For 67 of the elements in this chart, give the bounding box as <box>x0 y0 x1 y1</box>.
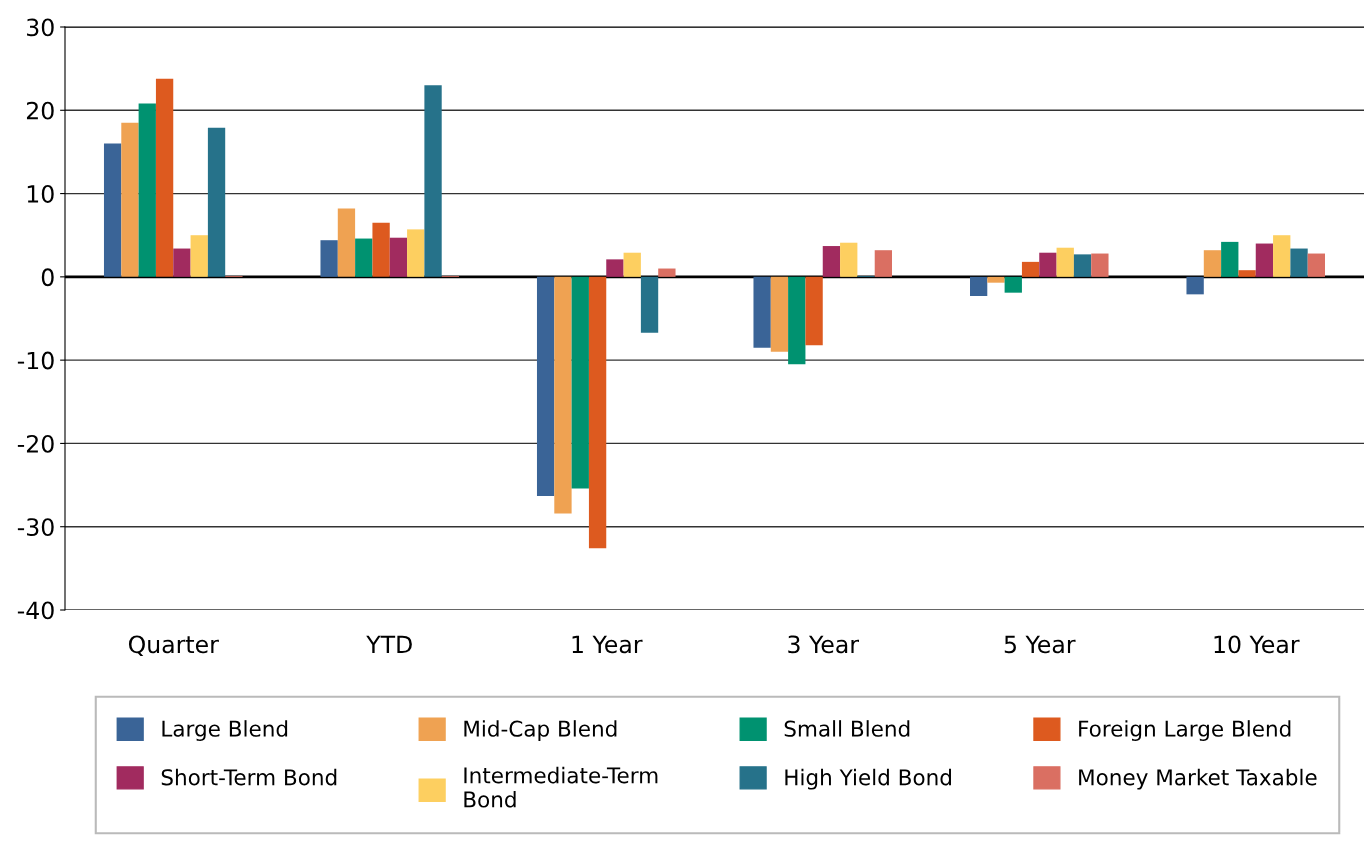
x-tick-label: 5 Year <box>1004 635 1076 654</box>
y-tick-label: 10 <box>27 185 54 203</box>
bar <box>1056 247 1074 277</box>
x-tick-label: 1 Year <box>572 635 643 654</box>
y-tick-label: -40 <box>17 601 54 620</box>
legend-label: Foreign Large Blend <box>1079 720 1291 741</box>
bar <box>1039 252 1057 277</box>
y-tick-label: -30 <box>17 518 54 537</box>
x-tick-label: YTD <box>366 635 412 653</box>
bar <box>571 276 589 489</box>
x-tick-label: Quarter <box>128 635 219 656</box>
bar <box>337 208 356 277</box>
bar <box>355 238 373 277</box>
bar <box>103 143 122 277</box>
bar <box>987 276 1005 283</box>
legend-label: Mid-Cap Blend <box>464 720 617 741</box>
bar <box>1255 243 1274 277</box>
bar <box>874 250 893 277</box>
bar <box>788 276 806 365</box>
legend-label: High Yield Bond <box>785 768 951 790</box>
bar <box>822 246 841 277</box>
legend-label: Intermediate-Term Bond <box>464 766 658 808</box>
bar <box>1273 235 1291 277</box>
bar <box>155 78 174 277</box>
legend-label: Small Blend <box>784 720 910 737</box>
bar <box>372 222 390 277</box>
bar <box>753 276 771 348</box>
y-tick-label: 0 <box>41 268 54 287</box>
bar <box>1091 253 1109 277</box>
bar <box>407 229 425 277</box>
y-tick-label: -20 <box>17 434 54 453</box>
bar <box>121 122 139 277</box>
bar <box>1021 261 1040 277</box>
bar <box>1004 276 1022 293</box>
bar <box>554 276 572 514</box>
bar <box>1238 270 1256 277</box>
x-tick-label: 3 Year <box>788 635 860 654</box>
y-tick-label: 30 <box>27 18 54 37</box>
bar <box>1290 248 1308 277</box>
bar <box>389 237 408 277</box>
bar <box>606 259 624 277</box>
bar <box>536 276 555 496</box>
bar <box>1221 241 1239 277</box>
bar <box>623 252 641 277</box>
legend-label: Large Blend <box>162 720 288 741</box>
bar <box>1073 254 1092 277</box>
bar <box>1186 276 1204 295</box>
legend-label: Money Market Taxable <box>1079 768 1317 790</box>
bar <box>805 276 823 346</box>
bar <box>588 276 607 549</box>
legend-label: Short-Term Bond <box>161 768 337 786</box>
bar <box>1203 250 1222 277</box>
bar <box>969 276 988 297</box>
bar <box>190 235 208 277</box>
bar <box>658 268 676 277</box>
bar <box>1307 253 1326 277</box>
y-tick-label: -10 <box>17 351 54 370</box>
bar <box>207 127 226 277</box>
y-tick-label: 20 <box>26 101 54 120</box>
bar <box>424 85 442 277</box>
bar <box>840 242 858 277</box>
bar <box>770 276 789 352</box>
bar <box>640 276 659 333</box>
bar <box>138 103 156 277</box>
bar <box>320 240 338 277</box>
x-tick-label: 10 Year <box>1214 635 1300 654</box>
bar <box>173 248 191 277</box>
